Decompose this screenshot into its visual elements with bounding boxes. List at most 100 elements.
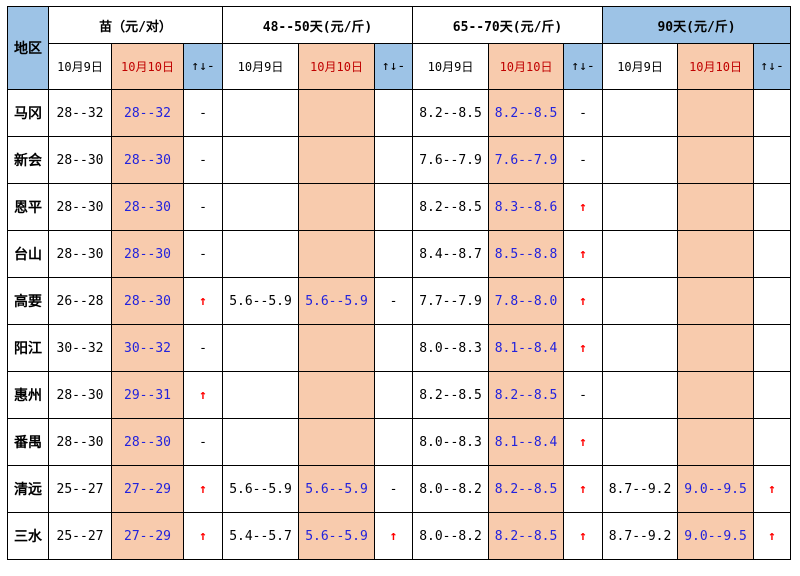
price-today-cell (298, 324, 375, 372)
region-cell: 惠州 (7, 371, 49, 419)
price-today-cell: 8.2--8.5 (488, 89, 565, 137)
price-yesterday-cell: 28--32 (48, 89, 112, 137)
price-today-cell: 9.0--9.5 (677, 512, 755, 560)
price-today-cell (298, 136, 375, 184)
trend-cell: - (373, 277, 414, 325)
price-today-cell: 9.0--9.5 (677, 465, 755, 513)
table-row: 阳江 30--32 30--32-8.0--8.3 8.1--8.4 ↑ (7, 324, 792, 372)
price-today-cell: 8.1--8.4 (488, 418, 565, 466)
price-today-cell: 28--30 (111, 136, 184, 184)
price-today-cell (677, 89, 755, 137)
price-yesterday-cell: 8.2--8.5 (412, 89, 490, 137)
price-yesterday-cell (222, 89, 299, 137)
region-cell: 高要 (7, 277, 49, 325)
price-yesterday-cell (222, 324, 299, 372)
price-yesterday-cell: 5.6--5.9 (222, 277, 299, 325)
price-yesterday-cell: 8.2--8.5 (412, 183, 490, 231)
date-yesterday-header: 10月9日 (222, 43, 299, 90)
trend-up-icon: ↑ (183, 465, 223, 513)
trend-cell (373, 136, 414, 184)
table-row: 惠州 28--30 29--31 ↑ 8.2--8.5 8.2--8.5- (7, 371, 792, 419)
price-today-cell (677, 136, 755, 184)
group-header-90: 90天(元/斤) (602, 6, 792, 44)
price-today-cell: 28--30 (111, 230, 184, 278)
price-today-cell: 30--32 (111, 324, 184, 372)
price-yesterday-cell: 7.7--7.9 (412, 277, 490, 325)
price-today-cell (677, 418, 755, 466)
price-yesterday-cell: 8.2--8.5 (412, 371, 490, 419)
trend-cell: - (563, 136, 604, 184)
group-header-48-50: 48--50天(元/斤) (221, 6, 414, 44)
price-today-cell: 28--30 (111, 277, 184, 325)
trend-up-icon: ↑ (563, 512, 604, 560)
trend-up-icon: ↑ (563, 324, 604, 372)
price-today-cell (298, 418, 375, 466)
price-yesterday-cell: 30--32 (48, 324, 112, 372)
table-row: 清远 25--27 27--29 ↑ 5.6--5.9 5.6--5.9-8.0--8.2… (7, 465, 792, 513)
table-row: 新会 28--30 28--30-7.6--7.9 7.6--7.9- (7, 136, 792, 184)
trend-cell (373, 89, 414, 137)
table-row: 三水 25--27 27--29 ↑ 5.4--5.7 5.6--5.9 ↑ 8.0--8.2… (7, 512, 792, 560)
trend-cell: - (183, 136, 223, 184)
trend-cell (753, 418, 792, 466)
price-today-cell: 29--31 (111, 371, 184, 419)
trend-cell: - (563, 89, 604, 137)
price-today-cell: 8.3--8.6 (488, 183, 565, 231)
price-yesterday-cell (602, 418, 679, 466)
region-cell: 三水 (7, 512, 49, 560)
price-today-cell: 27--29 (111, 465, 184, 513)
date-yesterday-header: 10月9日 (48, 43, 112, 90)
date-yesterday-header: 10月9日 (412, 43, 490, 90)
table-row: 台山 28--30 28--30-8.4--8.7 8.5--8.8 ↑ (7, 230, 792, 278)
price-yesterday-cell (602, 324, 679, 372)
date-today-header: 10月10日 (488, 43, 565, 90)
price-today-cell: 8.2--8.5 (488, 465, 565, 513)
trend-cell (753, 89, 792, 137)
trend-cell (373, 230, 414, 278)
date-today-header: 10月10日 (111, 43, 184, 90)
price-today-cell (298, 89, 375, 137)
price-yesterday-cell: 8.0--8.2 (412, 465, 490, 513)
price-yesterday-cell: 25--27 (48, 512, 112, 560)
trend-cell (373, 418, 414, 466)
region-cell: 新会 (7, 136, 49, 184)
price-today-cell (677, 277, 755, 325)
trend-cell (373, 324, 414, 372)
price-yesterday-cell (222, 418, 299, 466)
trend-up-icon: ↑ (753, 512, 792, 560)
region-header: 地区 (7, 6, 49, 90)
group-header-65-70: 65--70天(元/斤) (412, 6, 604, 44)
table-row: 番禺 28--30 28--30-8.0--8.3 8.1--8.4 ↑ (7, 418, 792, 466)
price-yesterday-cell: 28--30 (48, 230, 112, 278)
date-yesterday-header: 10月9日 (602, 43, 679, 90)
price-today-cell: 8.2--8.5 (488, 371, 565, 419)
trend-up-icon: ↑ (373, 512, 414, 560)
price-today-cell: 27--29 (111, 512, 184, 560)
table-row: 马冈 28--32 28--32-8.2--8.5 8.2--8.5- (7, 89, 792, 137)
price-yesterday-cell (602, 230, 679, 278)
price-today-cell: 7.6--7.9 (488, 136, 565, 184)
price-today-cell: 8.2--8.5 (488, 512, 565, 560)
trend-cell (373, 183, 414, 231)
price-yesterday-cell (602, 89, 679, 137)
trend-up-icon: ↑ (183, 512, 223, 560)
region-cell: 台山 (7, 230, 49, 278)
price-yesterday-cell (602, 277, 679, 325)
date-today-header: 10月10日 (298, 43, 375, 90)
price-yesterday-cell (222, 371, 299, 419)
price-today-cell: 28--32 (111, 89, 184, 137)
date-today-header: 10月10日 (677, 43, 755, 90)
price-yesterday-cell: 28--30 (48, 371, 112, 419)
price-yesterday-cell: 8.0--8.3 (412, 324, 490, 372)
trend-header: ↑↓- (183, 43, 223, 90)
price-today-cell: 8.1--8.4 (488, 324, 565, 372)
trend-up-icon: ↑ (563, 230, 604, 278)
price-today-cell: 7.8--8.0 (488, 277, 565, 325)
trend-cell: - (183, 324, 223, 372)
region-cell: 阳江 (7, 324, 49, 372)
trend-up-icon: ↑ (183, 277, 223, 325)
price-today-cell (677, 183, 755, 231)
price-today-cell (298, 230, 375, 278)
trend-cell: - (183, 89, 223, 137)
price-yesterday-cell: 5.4--5.7 (222, 512, 299, 560)
